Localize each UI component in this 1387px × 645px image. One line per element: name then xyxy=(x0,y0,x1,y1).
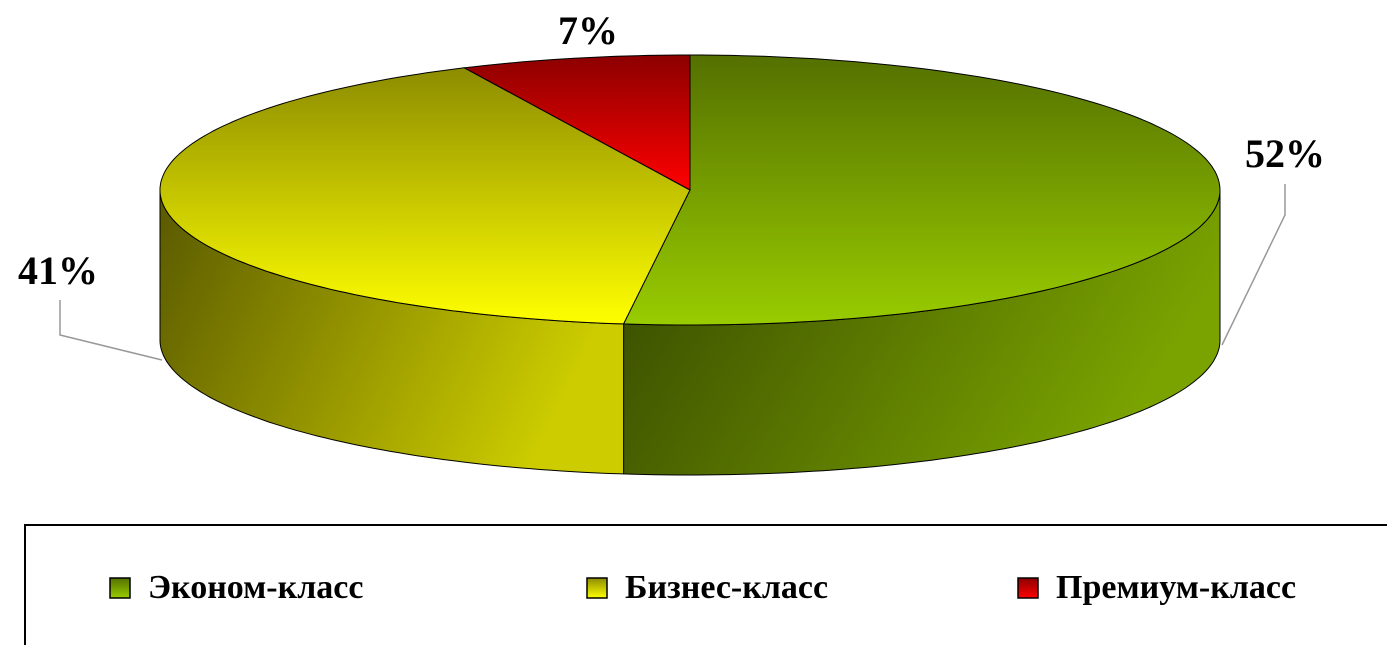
leader-line xyxy=(1221,184,1286,346)
legend-swatch xyxy=(1017,577,1039,599)
slice xyxy=(462,54,691,191)
slice xyxy=(622,54,1221,326)
legend-label: Эконом-класс xyxy=(148,569,363,606)
legend-swatch xyxy=(109,577,131,599)
leader-line xyxy=(59,300,163,361)
legend-label: Бизнес-класс xyxy=(625,569,828,606)
data-label: 41% xyxy=(18,248,98,293)
data-label: 7% xyxy=(558,8,618,53)
legend-swatch xyxy=(586,577,608,599)
slice xyxy=(159,67,691,325)
legend-label: Премиум-класс xyxy=(1056,569,1296,606)
legend-box xyxy=(24,524,1387,645)
data-label: 52% xyxy=(1245,131,1325,176)
